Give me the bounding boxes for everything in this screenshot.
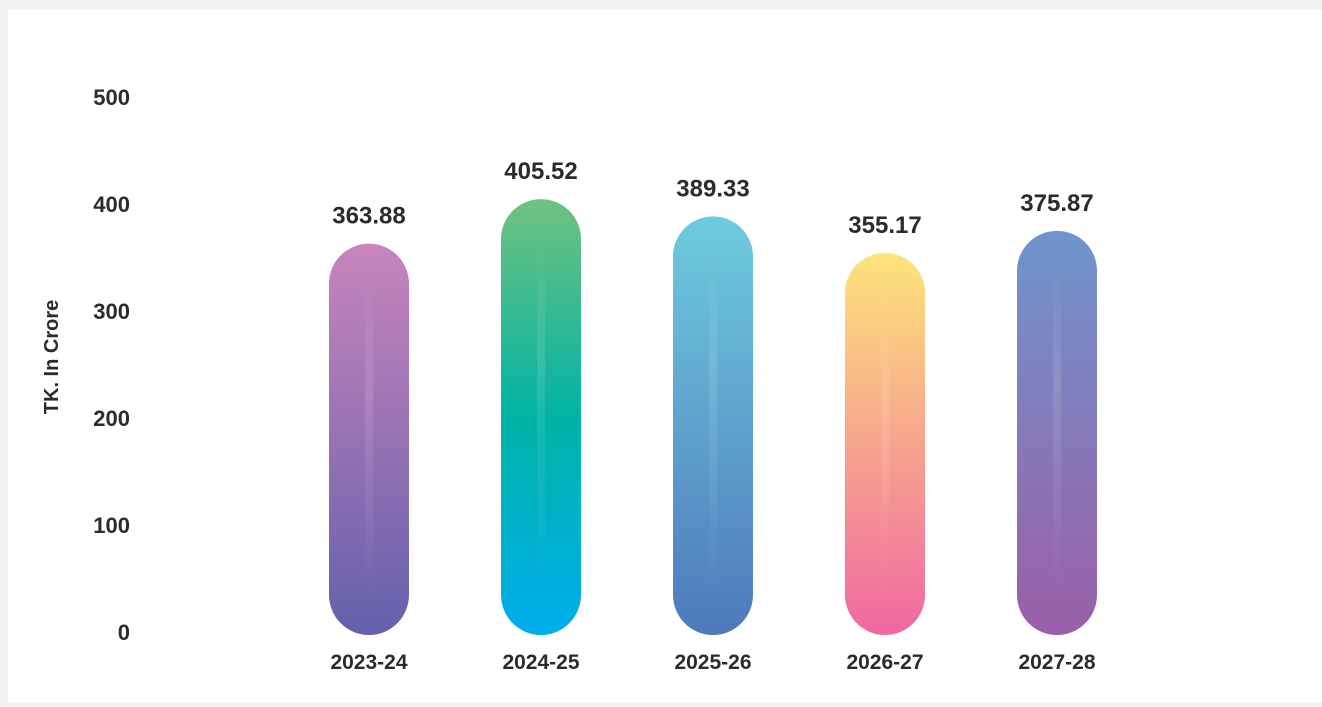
bar-chart: 0 100 200 300 400 500 TK. In Crore 363.88 2023…: [41, 85, 1097, 674]
y-axis-title: TK. In Crore: [41, 300, 63, 414]
x-tick-label: 2024-25: [502, 651, 579, 674]
bar-highlight: [365, 278, 373, 600]
bar-highlight: [537, 234, 545, 600]
x-tick-label: 2023-24: [330, 651, 407, 674]
y-tick-label: 300: [93, 299, 130, 324]
bar-highlight: [1053, 265, 1061, 600]
bar-highlight: [881, 287, 889, 600]
y-tick-label: 400: [93, 192, 130, 217]
y-axis: 0 100 200 300 400 500: [93, 85, 130, 645]
data-label-2026-27: 355.17: [848, 212, 921, 239]
data-label-2027-28: 375.87: [1020, 190, 1093, 217]
data-label-2025-26: 389.33: [676, 175, 749, 202]
y-tick-label: 0: [118, 620, 130, 645]
y-tick-label: 100: [93, 513, 130, 538]
data-label-2024-25: 405.52: [504, 158, 577, 185]
x-tick-label: 2025-26: [674, 651, 751, 674]
bar-highlight: [709, 251, 717, 600]
chart-card: 0 100 200 300 400 500 TK. In Crore 363.88 2023…: [8, 10, 1322, 702]
x-tick-label: 2026-27: [846, 651, 923, 674]
x-tick-label: 2027-28: [1018, 651, 1095, 674]
y-tick-label: 200: [93, 406, 130, 431]
y-tick-label: 500: [93, 85, 130, 110]
data-label-2023-24: 363.88: [332, 203, 405, 230]
bars: 363.88 2023-24 405.52 2024-25 389.33 2025-26 3…: [329, 158, 1097, 674]
